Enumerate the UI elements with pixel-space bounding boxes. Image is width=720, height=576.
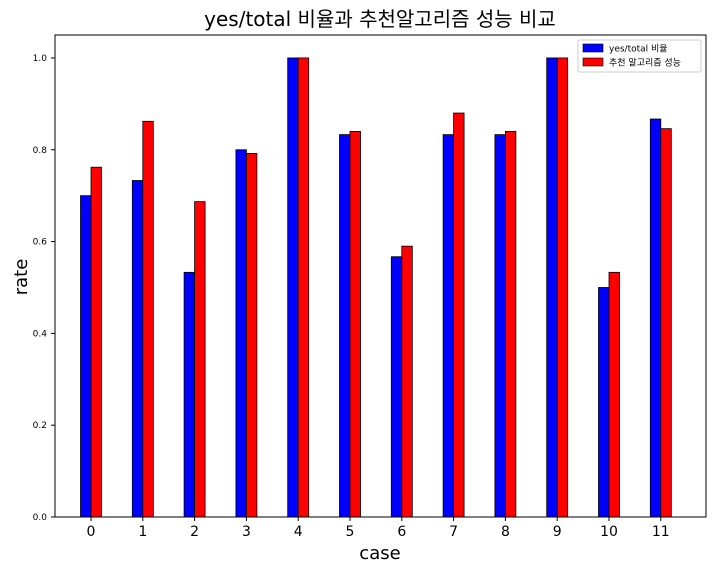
plot-frame	[54, 34, 707, 518]
bar-series2-case-2	[194, 201, 206, 518]
x-tick-label: 7	[449, 524, 458, 540]
bar-series1-case-7	[442, 134, 455, 518]
x-axis-label: case	[359, 543, 400, 564]
y-tick-label: 0.6	[33, 238, 48, 248]
bar-series2-case-11	[660, 128, 672, 518]
x-tick-label: 11	[652, 524, 670, 540]
x-tick-label: 5	[346, 524, 355, 540]
x-tick-label: 1	[138, 524, 147, 540]
bar-series1-case-0	[80, 195, 92, 518]
bar-series1-case-8	[494, 134, 506, 518]
bar-series2-case-0	[90, 166, 102, 518]
y-tick-label: 0.0	[33, 513, 48, 523]
legend-label-series1: yes/total 비율	[609, 44, 668, 55]
x-tick-label: 6	[397, 524, 406, 540]
bar-series2-case-6	[401, 245, 413, 518]
bars-layer	[80, 57, 672, 518]
y-tick-label: 0.4	[33, 329, 48, 339]
y-axis: 0.0 0.2 0.4 0.6 0.8 1.0	[33, 54, 55, 523]
bar-series1-case-9	[546, 57, 558, 518]
y-axis-label: rate	[11, 259, 32, 296]
legend-swatch-series1	[582, 43, 604, 53]
bar-series1-case-10	[598, 287, 610, 518]
legend-box	[577, 39, 702, 73]
bar-series2-case-10	[608, 271, 620, 518]
bar-series2-case-8	[504, 130, 517, 518]
x-tick-label: 0	[87, 524, 96, 540]
x-tick-label: 2	[190, 524, 199, 540]
y-tick-label: 1.0	[33, 54, 48, 64]
bar-series1-case-11	[649, 118, 662, 518]
x-tick-label: 3	[242, 524, 251, 540]
x-tick-label: 4	[294, 524, 303, 540]
x-axis: 0 1 2 3 4 5 6 7 8 9 10 11	[87, 517, 670, 540]
bar-series1-case-6	[390, 256, 403, 518]
bar-series1-case-3	[235, 149, 247, 518]
bar-series2-case-9	[556, 57, 569, 518]
bar-series2-case-4	[297, 57, 310, 518]
chart-title: yes/total 비율과 추천알고리즘 성능 비교	[204, 7, 556, 31]
bar-series2-case-5	[349, 130, 361, 518]
x-tick-label: 8	[501, 524, 510, 540]
x-tick-label: 10	[600, 524, 618, 540]
legend-label-series2: 추천 알고리즘 성능	[609, 58, 681, 69]
bar-series1-case-2	[183, 271, 196, 518]
bar-series2-case-7	[453, 112, 465, 518]
y-tick-label: 0.8	[33, 146, 48, 156]
bar-series2-case-3	[245, 153, 258, 518]
x-tick-label: 9	[553, 524, 562, 540]
bar-series1-case-1	[131, 180, 144, 518]
y-tick-label: 0.2	[33, 421, 47, 431]
legend-swatch-series2	[582, 57, 604, 67]
bar-series1-case-4	[287, 57, 299, 518]
bar-series2-case-1	[142, 120, 154, 518]
bar-series1-case-5	[339, 134, 351, 518]
